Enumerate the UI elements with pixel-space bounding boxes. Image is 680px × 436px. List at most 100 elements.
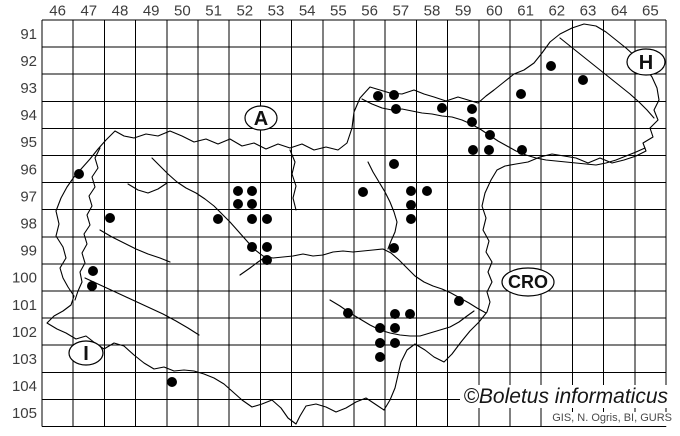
occurrence-dot [406,214,416,224]
occurrence-dot [389,159,399,169]
copyright-watermark: ©Boletus informaticus [460,385,671,409]
row-label: 103 [12,351,37,368]
row-label: 91 [20,26,37,43]
occurrence-dot [546,61,556,71]
col-label: 57 [392,3,409,20]
occurrence-dot [467,104,477,114]
country-badge-i [68,340,104,366]
credit-line: GIS, N. Ogris, BI, GURS [549,412,675,426]
col-label: 51 [205,3,222,20]
country-badge-a [244,105,278,131]
river-vipava-karst [84,277,200,336]
col-label: 56 [361,3,378,20]
occurrence-dot [406,200,416,210]
col-label: 61 [517,3,534,20]
occurrence-dot [437,103,447,113]
occurrence-dot [262,242,272,252]
country-badge-cro [501,267,555,297]
col-label: 65 [642,3,659,20]
row-label: 99 [20,243,37,260]
row-label: 93 [20,80,37,97]
row-label: 101 [12,297,37,314]
occurrence-dot [406,186,416,196]
occurrence-dot [213,214,223,224]
occurrence-dot [105,213,115,223]
national-border [46,23,660,425]
col-label: 55 [330,3,347,20]
occurrence-dot [87,281,97,291]
col-label: 53 [268,3,285,20]
occurrence-dot [343,308,353,318]
occurrence-dot [516,89,526,99]
occurrence-dot [74,169,84,179]
river-drava [361,98,646,166]
occurrence-dot [247,242,257,252]
occurrence-dot [484,145,494,155]
occurrence-dot [88,266,98,276]
occurrence-dot [262,214,272,224]
row-label: 96 [20,161,37,178]
row-label: 94 [20,107,37,124]
river-mura [559,37,655,119]
row-label: 97 [20,188,37,205]
river-sava-bohinjka [127,182,168,194]
grid-lines [41,19,667,427]
col-label: 48 [112,3,129,20]
country-badge-h [626,48,666,76]
col-label: 60 [486,3,503,20]
col-label: 64 [611,3,628,20]
occurrence-dot [247,186,257,196]
river-soca [74,147,101,301]
col-label: 52 [236,3,253,20]
occurrence-dot [247,214,257,224]
col-label: 49 [143,3,160,20]
col-label: 54 [299,3,316,20]
occurrence-dot [454,296,464,306]
row-label: 102 [12,324,37,341]
country-label-a: A [254,108,268,130]
occurrence-dot [391,104,401,114]
occurrence-dot [467,117,477,127]
occurrence-dot [390,338,400,348]
col-label: 62 [548,3,565,20]
country-label-cro: CRO [508,272,548,292]
river-krka [329,299,475,337]
row-label: 100 [12,270,37,287]
occurrence-dot [167,377,177,387]
occurrence-dot [375,338,385,348]
occurrence-dot [517,145,527,155]
river-ljubljanica [239,257,265,276]
col-label: 50 [174,3,191,20]
occurrence-dot [405,309,415,319]
col-label: 58 [424,3,441,20]
occurrence-dot [375,352,385,362]
occurrence-dot [262,255,272,265]
row-label: 104 [12,378,37,395]
col-label: 59 [455,3,472,20]
occurrence-dot [485,130,495,140]
occurrence-dot [233,199,243,209]
occurrence-dot [373,91,383,101]
occurrence-dot [358,187,368,197]
occurrence-dot [578,75,588,85]
col-label: 46 [49,3,66,20]
occurrence-dot [389,243,399,253]
river-idrijca [99,229,171,263]
country-label-h: H [639,52,653,74]
occurrence-dot [390,309,400,319]
river-sava [151,157,487,314]
country-label-i: I [83,343,89,365]
river-savinja [367,161,398,250]
occurrence-dot [468,145,478,155]
row-label: 98 [20,215,37,232]
occurrence-dot [390,323,400,333]
occurrence-dot [422,186,432,196]
col-label: 47 [80,3,97,20]
row-label: 105 [12,405,37,422]
col-label: 63 [580,3,597,20]
river-kamniska-bistrica [289,149,297,211]
occurrence-dot [389,90,399,100]
occurrence-dot [233,186,243,196]
